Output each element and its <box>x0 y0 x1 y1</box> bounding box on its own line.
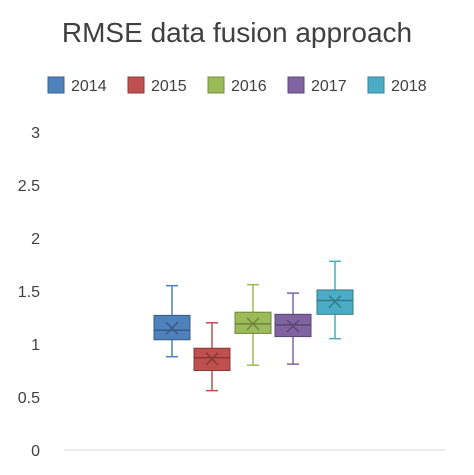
mean-marker <box>286 319 300 333</box>
y-tick-label: 3 <box>31 125 40 142</box>
legend-label: 2017 <box>311 78 347 95</box>
y-axis: 0 0.5 1 1.5 2 2.5 3 <box>18 125 40 460</box>
legend-swatch <box>127 76 145 94</box>
chart-title: RMSE data fusion approach <box>62 17 412 48</box>
box-series <box>153 260 354 392</box>
legend-swatch <box>367 76 385 94</box>
legend: 2014 2015 2016 2017 2018 <box>47 76 427 95</box>
legend-label: 2016 <box>231 78 267 95</box>
y-tick-label: 2 <box>31 231 40 248</box>
legend-item-2014: 2014 <box>47 76 107 95</box>
y-tick-label: 2.5 <box>18 178 40 195</box>
box-2016 <box>234 283 272 366</box>
mean-marker <box>246 317 260 331</box>
box-2017 <box>274 292 312 365</box>
y-tick-label: 0.5 <box>18 390 40 407</box>
legend-item-2016: 2016 <box>207 76 267 95</box>
legend-label: 2015 <box>151 78 187 95</box>
mean-marker <box>328 295 342 309</box>
legend-label: 2014 <box>71 78 107 95</box>
legend-item-2017: 2017 <box>287 76 347 95</box>
legend-item-2018: 2018 <box>367 76 427 95</box>
legend-item-2015: 2015 <box>127 76 187 95</box>
legend-label: 2018 <box>391 78 427 95</box>
y-tick-label: 0 <box>31 443 40 460</box>
legend-swatch <box>47 76 65 94</box>
box-2015 <box>193 322 231 392</box>
y-tick-label: 1 <box>31 337 40 354</box>
box-2018 <box>316 260 354 340</box>
legend-swatch <box>287 76 305 94</box>
y-tick-label: 1.5 <box>18 284 40 301</box>
box-2014 <box>153 284 191 358</box>
mean-marker <box>205 352 219 366</box>
legend-swatch <box>207 76 225 94</box>
mean-marker <box>165 321 179 335</box>
